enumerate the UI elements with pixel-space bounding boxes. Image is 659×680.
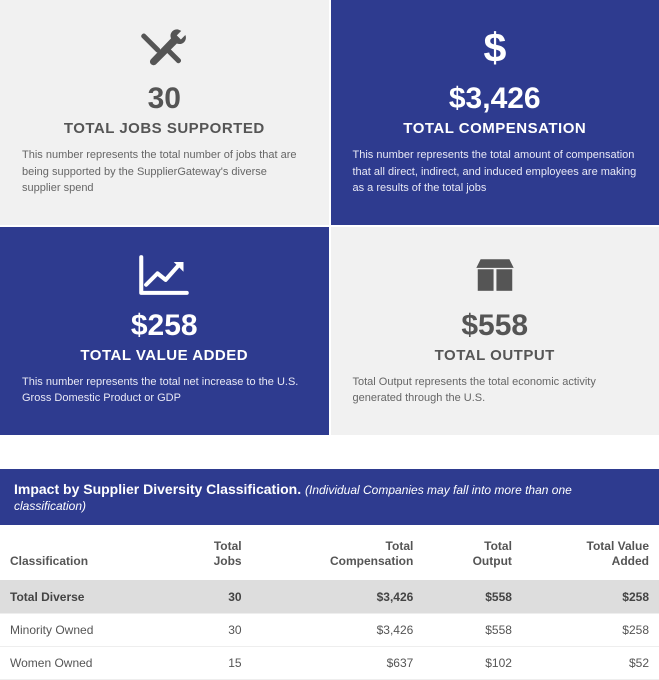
chart-up-icon	[138, 251, 190, 299]
cell-jobs: 30	[172, 613, 252, 646]
card-label: TOTAL OUTPUT	[435, 347, 555, 364]
cell-comp: $3,426	[252, 613, 424, 646]
card-desc: This number represents the total number …	[22, 147, 307, 197]
card-total-output: $558 TOTAL OUTPUT Total Output represent…	[331, 227, 659, 435]
col-total-value-added: Total ValueAdded	[522, 525, 659, 581]
cell-jobs: 15	[172, 646, 252, 679]
card-label: TOTAL COMPENSATION	[403, 120, 586, 137]
card-value: 30	[148, 82, 181, 116]
col-total-jobs: TotalJobs	[172, 525, 252, 581]
card-total-compensation: $ $3,426 TOTAL COMPENSATION This number …	[331, 0, 659, 225]
cell-jobs: 30	[172, 580, 252, 613]
col-classification: Classification	[0, 525, 172, 581]
classification-table: Classification TotalJobs TotalCompensati…	[0, 525, 659, 680]
card-total-value-added: $258 TOTAL VALUE ADDED This number repre…	[0, 227, 329, 435]
table-header-row: Classification TotalJobs TotalCompensati…	[0, 525, 659, 581]
cell-value-added: $258	[522, 613, 659, 646]
cell-value-added: $52	[522, 646, 659, 679]
table-row: Total Diverse 30 $3,426 $558 $258	[0, 580, 659, 613]
table-row: Minority Owned 30 $3,426 $558 $258	[0, 613, 659, 646]
col-total-output: TotalOutput	[423, 525, 522, 581]
cell-classification: Total Diverse	[0, 580, 172, 613]
card-desc: This number represents the total net inc…	[22, 374, 307, 407]
svg-text:$: $	[483, 25, 506, 71]
card-label: TOTAL JOBS SUPPORTED	[64, 120, 265, 137]
cell-comp: $3,426	[252, 580, 424, 613]
card-desc: Total Output represents the total econom…	[353, 374, 638, 407]
dollar-icon: $	[475, 24, 515, 72]
cell-value-added: $258	[522, 580, 659, 613]
card-value: $3,426	[449, 82, 541, 116]
cell-output: $558	[423, 613, 522, 646]
card-value: $258	[131, 309, 198, 343]
cell-classification: Minority Owned	[0, 613, 172, 646]
card-desc: This number represents the total amount …	[353, 147, 638, 197]
cell-output: $558	[423, 580, 522, 613]
cell-output: $102	[423, 646, 522, 679]
package-icon	[472, 251, 518, 299]
table-row: Women Owned 15 $637 $102 $52	[0, 646, 659, 679]
card-total-jobs: 30 TOTAL JOBS SUPPORTED This number repr…	[0, 0, 329, 225]
cell-classification: Women Owned	[0, 646, 172, 679]
cell-comp: $637	[252, 646, 424, 679]
table-title-main: Impact by Supplier Diversity Classificat…	[14, 481, 301, 497]
metric-cards-grid: 30 TOTAL JOBS SUPPORTED This number repr…	[0, 0, 659, 435]
table-title-bar: Impact by Supplier Diversity Classificat…	[0, 469, 659, 525]
card-label: TOTAL VALUE ADDED	[80, 347, 248, 364]
card-value: $558	[461, 309, 528, 343]
tools-icon	[141, 24, 187, 72]
col-total-compensation: TotalCompensation	[252, 525, 424, 581]
